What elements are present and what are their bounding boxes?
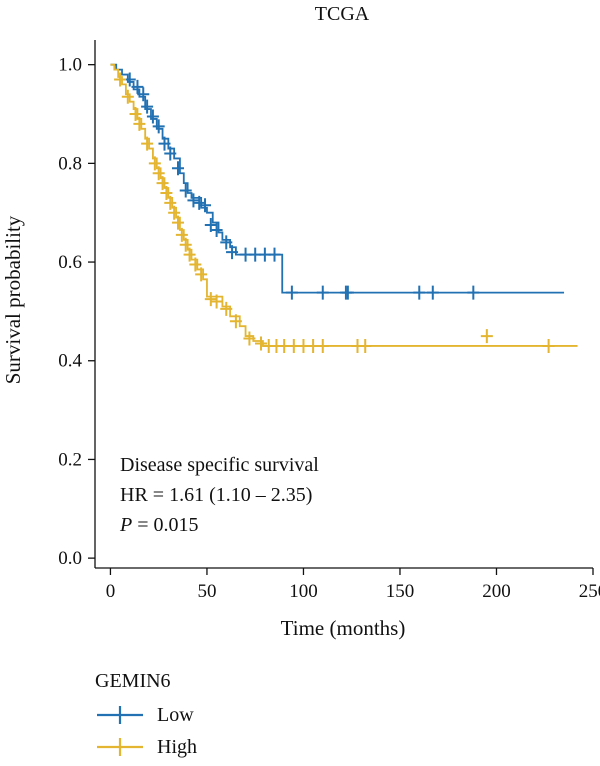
censor-mark-high xyxy=(164,195,177,210)
annotation-title: Disease specific survival xyxy=(120,454,319,476)
y-axis-label: Survival probability xyxy=(1,215,25,384)
censor-mark-high xyxy=(243,331,256,346)
x-tick-label: 100 xyxy=(289,581,318,602)
censor-mark-low xyxy=(131,79,144,94)
x-tick-label: 200 xyxy=(482,581,511,602)
censor-mark-low xyxy=(341,285,354,300)
censor-mark-low xyxy=(172,161,184,176)
censor-mark-high xyxy=(133,116,146,131)
censor-mark-high xyxy=(229,314,242,329)
censor-mark-high xyxy=(220,301,233,316)
censor-mark-high xyxy=(210,294,223,309)
censor-mark-low xyxy=(199,198,212,213)
censor-mark-high xyxy=(316,338,329,353)
censor-mark-low xyxy=(210,222,223,237)
legend-label-high: High xyxy=(157,735,197,758)
censor-mark-low xyxy=(226,245,239,260)
legend-label-low: Low xyxy=(157,703,194,726)
annotation-hr: HR = 1.61 (1.10 – 2.35) xyxy=(120,484,312,506)
censor-mark-low xyxy=(426,285,439,300)
legend-key-high xyxy=(97,738,143,756)
censor-mark-low xyxy=(158,136,171,151)
legend-item-high: High xyxy=(95,731,197,763)
y-tick-label: 0.8 xyxy=(58,153,82,174)
p-value: = 0.015 xyxy=(132,514,198,536)
legend-title: GEMIN6 xyxy=(95,670,171,692)
x-tick-label: 50 xyxy=(197,581,216,602)
censor-mark-low xyxy=(220,235,233,250)
censor-mark-low xyxy=(316,285,329,300)
y-tick-label: 1.0 xyxy=(58,55,82,76)
y-tick-label: 0.2 xyxy=(58,449,82,470)
censor-mark-low xyxy=(187,193,200,208)
censor-mark-low xyxy=(179,183,192,198)
censor-mark-high xyxy=(141,136,154,151)
x-tick-label: 150 xyxy=(386,581,415,602)
censor-mark-low xyxy=(146,109,159,124)
series-low xyxy=(110,63,565,300)
censor-mark-high xyxy=(160,185,173,200)
p-label: P xyxy=(119,514,132,536)
censor-mark-low xyxy=(137,87,150,102)
censor-mark-high xyxy=(168,205,181,220)
censor-mark-high xyxy=(172,215,184,230)
censor-mark-high xyxy=(148,156,161,171)
legend-item-low: Low xyxy=(95,699,197,731)
censor-mark-high xyxy=(189,257,202,272)
censor-mark-high xyxy=(480,329,493,344)
censor-mark-high xyxy=(183,247,196,262)
censor-mark-high xyxy=(359,338,372,353)
survival-curve-high xyxy=(110,63,578,347)
x-tick-label: 0 xyxy=(106,581,116,602)
annotation-pvalue: P = 0.015 xyxy=(119,514,199,536)
censor-mark-high xyxy=(152,166,165,181)
x-tick-label: 250 xyxy=(579,581,600,602)
censor-mark-high xyxy=(204,292,217,307)
censor-mark-low xyxy=(164,146,177,161)
y-tick-label: 0.4 xyxy=(58,351,82,372)
censor-mark-high xyxy=(114,72,127,87)
censor-mark-low xyxy=(152,119,165,134)
censor-mark-high xyxy=(542,338,555,353)
censor-mark-low xyxy=(467,285,480,300)
censor-mark-high xyxy=(121,89,134,104)
censor-mark-low xyxy=(413,285,426,300)
x-axis-label: Time (months) xyxy=(281,616,406,640)
censor-mark-high xyxy=(175,227,188,242)
censor-mark-high xyxy=(156,176,169,191)
series-layer xyxy=(110,63,578,353)
censor-mark-low xyxy=(193,195,206,210)
censor-mark-high xyxy=(195,267,208,282)
km-plot: 0.0 0.2 0.4 0.6 0.8 1.0 0 50 100 150 200 250 Surviv… xyxy=(1,40,600,640)
y-tick-label: 0.6 xyxy=(58,252,82,273)
censor-mark-low xyxy=(141,99,154,114)
censor-mark-low xyxy=(268,247,281,262)
survival-curve-low xyxy=(110,63,565,294)
chart-title: TCGA xyxy=(314,3,370,25)
censor-mark-high xyxy=(129,107,142,122)
censor-mark-high xyxy=(179,237,192,252)
y-tick-label: 0.0 xyxy=(58,548,82,569)
legend: GEMIN6 Low High xyxy=(95,670,197,763)
series-high xyxy=(110,63,578,353)
censor-mark-low xyxy=(285,285,298,300)
legend-key-low xyxy=(97,706,143,724)
censor-mark-high xyxy=(255,336,267,351)
axes: 0.0 0.2 0.4 0.6 0.8 1.0 0 50 100 150 200 250 xyxy=(58,40,600,602)
